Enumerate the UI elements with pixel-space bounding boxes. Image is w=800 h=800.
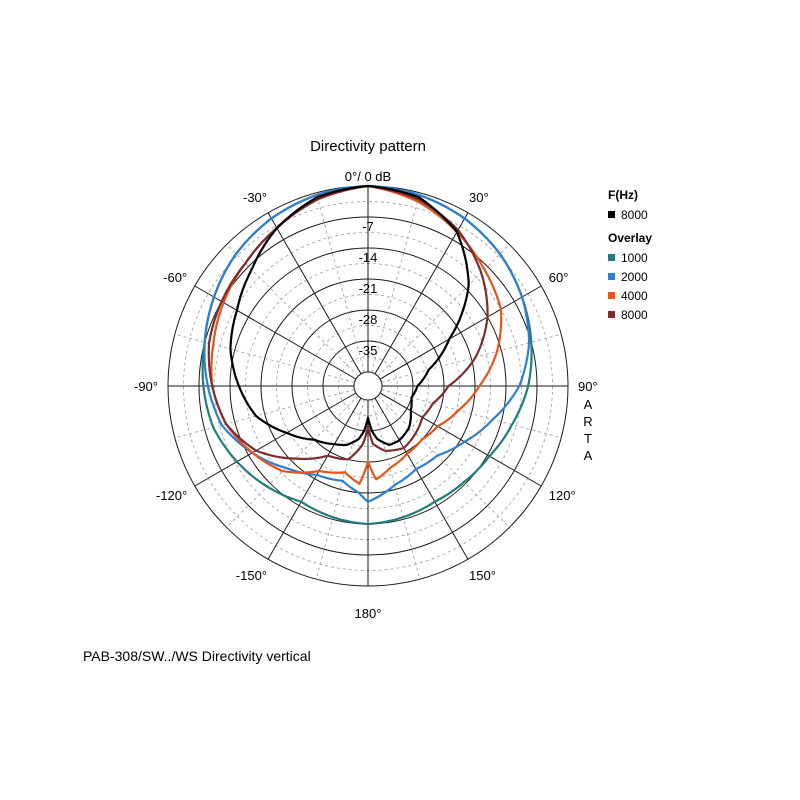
- radial-label: -35: [359, 343, 378, 358]
- grid-spoke: [379, 392, 542, 487]
- grid-spoke: [315, 192, 365, 373]
- grid-spoke: [315, 399, 365, 580]
- grid-spoke: [174, 333, 355, 383]
- legend-item-overlay-2000: 2000: [608, 267, 652, 286]
- arta-letter: T: [584, 431, 592, 446]
- grid-spoke: [379, 285, 542, 380]
- arta-letter: A: [583, 397, 593, 412]
- series-4000: [210, 184, 503, 485]
- angle-label: -30°: [243, 190, 267, 205]
- arta-letter: R: [583, 414, 593, 429]
- grid-spoke: [226, 395, 359, 528]
- legend-item-overlay-4000: 4000: [608, 286, 652, 305]
- legend-label: 1000: [621, 250, 648, 265]
- angle-label: 90°: [578, 379, 598, 394]
- radial-label: -21: [359, 281, 378, 296]
- radial-label: -7: [362, 219, 374, 234]
- angle-label: -120°: [156, 488, 187, 503]
- data-series: [201, 184, 533, 526]
- grid-spoke: [174, 389, 355, 439]
- figure-caption: PAB-308/SW../WS Directivity vertical: [83, 648, 311, 664]
- grid-spoke: [381, 333, 562, 383]
- grid-spoke: [377, 395, 510, 528]
- chart-title: Directivity pattern: [310, 138, 426, 155]
- grid-spoke: [377, 244, 510, 377]
- series-2000: [203, 184, 531, 503]
- legend-swatch: [608, 273, 615, 280]
- polar-grid: [167, 185, 569, 587]
- legend-header-frequency: F(Hz): [608, 188, 638, 202]
- angle-label: -150°: [236, 568, 267, 583]
- grid-spoke: [267, 397, 362, 560]
- angle-label: 180°: [355, 606, 382, 621]
- legend-label: 8000: [621, 307, 648, 322]
- angle-label: -60°: [163, 270, 187, 285]
- legend-swatch: [608, 254, 615, 261]
- legend-label: 4000: [621, 288, 648, 303]
- legend-swatch: [608, 292, 615, 299]
- grid-spoke: [194, 392, 357, 487]
- series-8000-overlay: [207, 184, 489, 461]
- grid-spoke: [371, 192, 421, 373]
- axis-labels: 0°/ 0 dB -7 -14 -21 -28 -35 30° 60° 90° 120° 150° 1…: [134, 169, 598, 621]
- angle-label: 150°: [469, 568, 496, 583]
- legend-swatch: [608, 311, 615, 318]
- radial-label: 0°/ 0 dB: [345, 169, 391, 184]
- legend-item-overlay-8000: 8000: [608, 305, 652, 324]
- legend-label: 2000: [621, 269, 648, 284]
- legend-item-overlay-1000: 1000: [608, 248, 652, 267]
- grid-spoke: [267, 212, 362, 375]
- grid-spoke: [371, 399, 421, 580]
- legend-header-overlay: Overlay: [608, 231, 653, 245]
- radial-label: -14: [359, 250, 378, 265]
- grid-spoke: [374, 397, 469, 560]
- inner-circle: [353, 371, 383, 401]
- radial-label: -28: [359, 312, 378, 327]
- arta-letter: A: [583, 448, 593, 463]
- angle-label: 30°: [469, 190, 489, 205]
- grid-spoke: [194, 285, 357, 380]
- legend-label: 8000: [621, 207, 648, 222]
- legend-item-primary: 8000: [608, 205, 652, 224]
- grid-spoke: [374, 212, 469, 375]
- legend-swatch: [608, 211, 615, 218]
- angle-label: 60°: [549, 270, 569, 285]
- legend: F(Hz) 8000 Overlay 1000 2000 4000 8000: [608, 188, 652, 324]
- series-8000-primary: [229, 184, 470, 447]
- angle-label: -90°: [134, 379, 158, 394]
- angle-label: 120°: [549, 488, 576, 503]
- grid-spoke: [226, 244, 359, 377]
